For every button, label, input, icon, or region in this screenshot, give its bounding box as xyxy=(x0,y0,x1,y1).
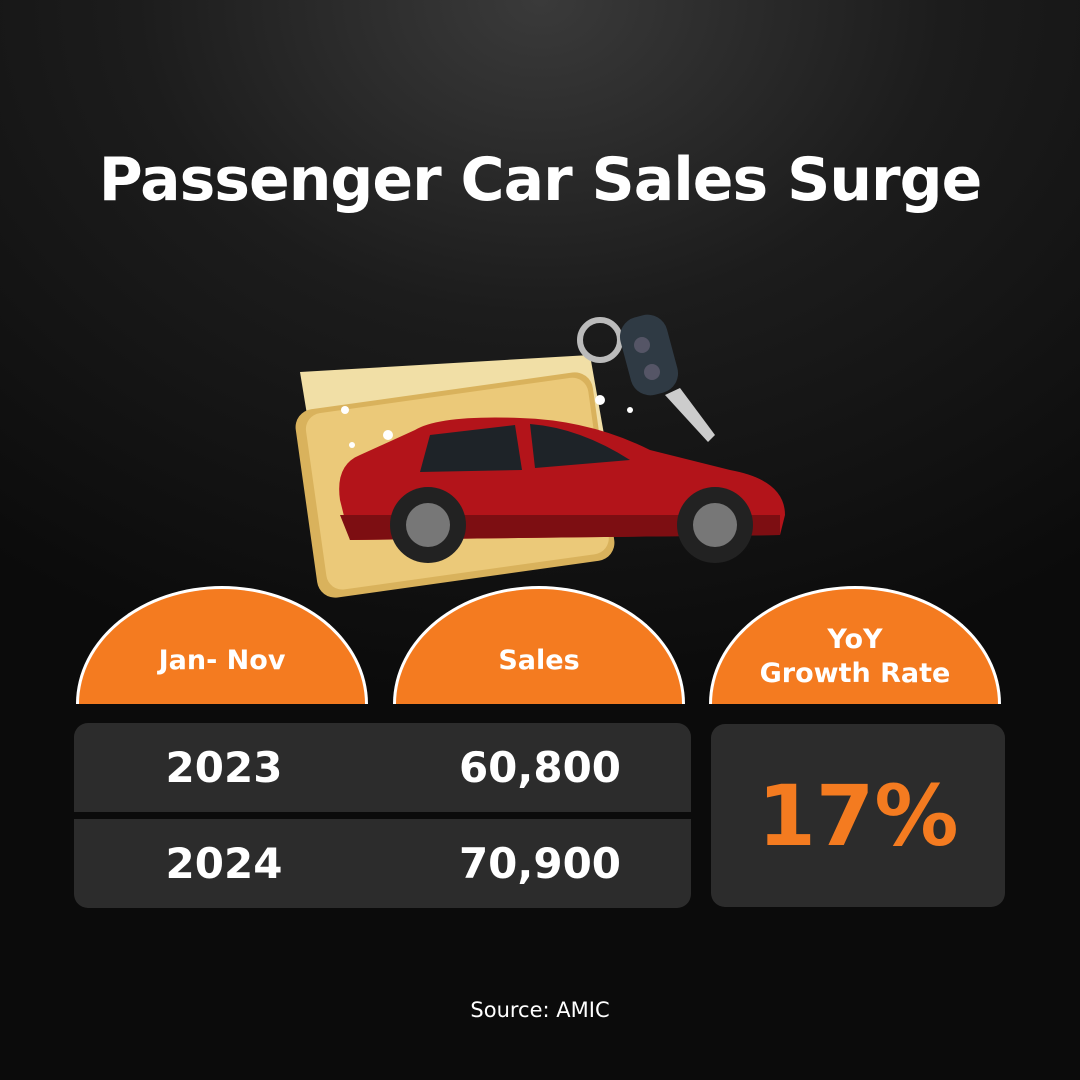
car-key-icon xyxy=(577,314,715,442)
sales-table: 2023 60,800 2024 70,900 xyxy=(74,723,691,908)
header-growth-line1: YoY xyxy=(827,623,883,655)
header-growth-line2: Growth Rate xyxy=(759,657,951,689)
header-growth: YoY Growth Rate xyxy=(709,586,1001,704)
table-row: 2024 70,900 xyxy=(74,819,691,908)
source-note: Source: AMIC xyxy=(470,998,610,1022)
car-illustration xyxy=(295,314,785,598)
red-car-icon xyxy=(339,417,785,563)
page-title: Passenger Car Sales Surge xyxy=(98,145,983,215)
table-row: 2023 60,800 xyxy=(74,723,691,812)
sales-cell: 70,900 xyxy=(458,839,622,888)
period-cell: 2023 xyxy=(165,743,283,792)
sparkle-icon xyxy=(341,395,633,448)
sales-cell: 60,800 xyxy=(458,743,622,792)
header-period: Jan- Nov xyxy=(76,586,368,704)
period-cell: 2024 xyxy=(165,839,283,888)
growth-rate-value: 17% xyxy=(711,724,1005,907)
header-period-label: Jan- Nov xyxy=(158,644,286,676)
header-sales: Sales xyxy=(393,586,685,704)
header-sales-label: Sales xyxy=(498,644,580,676)
